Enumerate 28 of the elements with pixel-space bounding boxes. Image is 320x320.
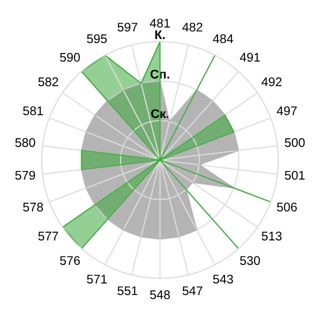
spoke-label: 581 [23,106,43,116]
spoke-label: 590 [60,52,80,62]
spoke-label: 578 [23,202,43,212]
spoke-label: 506 [277,202,297,212]
spoke-label: 577 [38,232,58,240]
spoke-label: 580 [15,138,36,147]
spoke-label: 501 [284,170,305,180]
y-tick-label: Ск. [151,109,169,118]
spoke-label: 484 [212,34,234,44]
spoke-label: 595 [86,34,107,44]
spoke-label: 547 [182,286,202,296]
spoke-label: 551 [118,286,138,296]
spoke-label: 492 [262,77,282,86]
spoke-label: 582 [38,77,58,86]
spoke-label: 571 [86,274,107,284]
spoke-label: 576 [60,256,80,265]
spoke-label: 513 [262,232,282,240]
spoke-label: 497 [276,106,297,116]
spoke-label: 500 [284,138,305,147]
y-tick-label: К. [155,30,165,40]
spoke-label: 548 [150,290,170,300]
spoke-label: 597 [118,22,138,32]
spoke-label: 579 [15,170,36,180]
spoke-label: 543 [213,274,233,284]
spoke-label: 481 [150,18,170,28]
spoke-label: 482 [182,22,202,32]
spoke-label: 530 [240,256,260,265]
spoke-label: 491 [240,52,260,62]
